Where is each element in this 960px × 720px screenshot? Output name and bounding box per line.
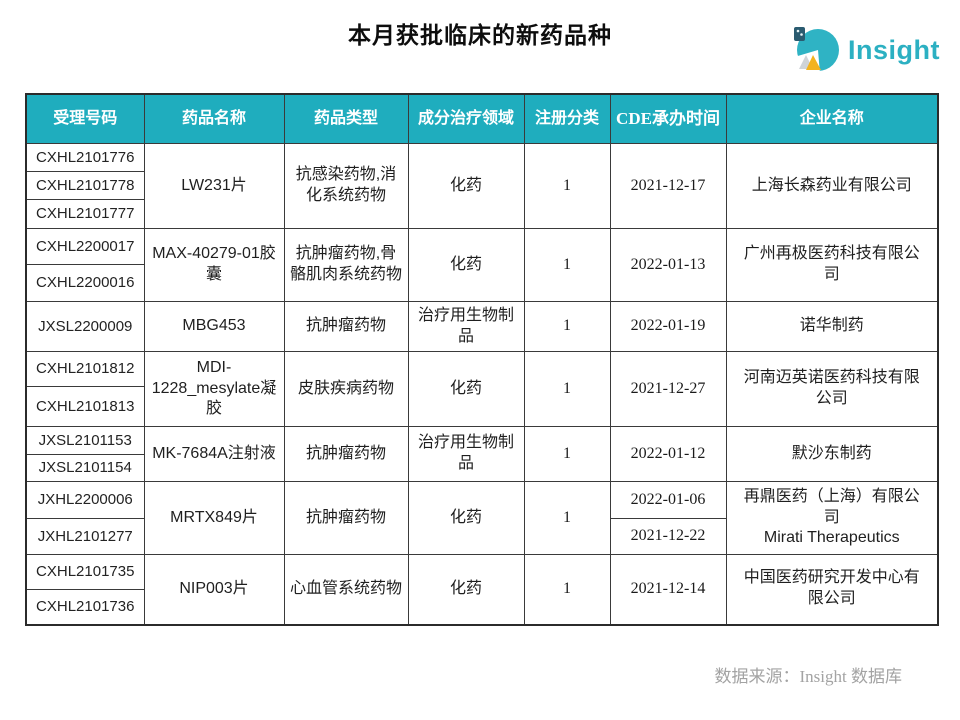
cell-drug-name: LW231片 bbox=[143, 143, 285, 229]
cell-cde-date: 2021-12-27 bbox=[609, 351, 727, 427]
cell-treatment-field: 治疗用生物制品 bbox=[407, 301, 525, 352]
cell-drug-type: 抗肿瘤药物,骨骼肌肉系统药物 bbox=[283, 228, 409, 302]
cell-company-name: 广州再极医药科技有限公司 bbox=[725, 228, 939, 302]
cell-registration-class: 1 bbox=[523, 228, 611, 302]
header-acceptance-number: 受理号码 bbox=[25, 93, 145, 144]
cell-cde-date: 2022-01-13 bbox=[609, 228, 727, 302]
cell-company-name: 再鼎医药（上海）有限公司 Mirati Therapeutics bbox=[725, 481, 939, 555]
cell-company-name: 诺华制药 bbox=[725, 301, 939, 352]
table-row: JXHL2101277 2021-12-22 bbox=[25, 518, 938, 555]
cell-acceptance-number: CXHL2101813 bbox=[25, 386, 145, 427]
cell-cde-date: 2021-12-17 bbox=[609, 143, 727, 229]
cell-registration-class: 1 bbox=[523, 301, 611, 352]
cell-treatment-field: 化药 bbox=[407, 351, 525, 427]
company-name-line: 再鼎医药（上海）有限公司 bbox=[743, 487, 920, 526]
cell-drug-name: MBG453 bbox=[143, 301, 285, 352]
cell-treatment-field: 化药 bbox=[407, 143, 525, 229]
table-row: CXHL2101813 bbox=[25, 386, 938, 427]
cell-treatment-field: 化药 bbox=[407, 481, 525, 555]
cell-cde-date: 2022-01-06 bbox=[609, 481, 727, 519]
cell-drug-name: MK-7684A注射液 bbox=[143, 426, 285, 482]
table-header-row: 受理号码 药品名称 药品类型 成分治疗领域 注册分类 CDE承办时间 企业名称 bbox=[25, 93, 939, 144]
table-row: CXHL2101735 NIP003片 心血管系统药物 化药 1 2021-12… bbox=[25, 554, 939, 625]
cell-acceptance-number: CXHL2101777 bbox=[25, 199, 145, 229]
header-treatment-field: 成分治疗领域 bbox=[407, 93, 525, 144]
approved-drugs-table: 受理号码 药品名称 药品类型 成分治疗领域 注册分类 CDE承办时间 企业名称 … bbox=[25, 93, 939, 626]
cell-company-name: 默沙东制药 bbox=[725, 426, 939, 482]
insight-logo-wordmark: Insight bbox=[848, 35, 940, 65]
cell-cde-date: 2022-01-12 bbox=[609, 426, 727, 482]
cell-drug-name: MRTX849片 bbox=[143, 481, 285, 555]
cell-registration-class: 1 bbox=[523, 554, 611, 625]
table-row: JXSL2101153 MK-7684A注射液 抗肿瘤药物 治疗用生物制品 1 … bbox=[25, 426, 939, 482]
cell-registration-class: 1 bbox=[523, 351, 611, 427]
table-row: JXSL2200009 MBG453 抗肿瘤药物 治疗用生物制品 1 2022-… bbox=[25, 301, 939, 352]
cell-treatment-field: 化药 bbox=[407, 554, 525, 625]
cell-drug-type: 抗感染药物,消化系统药物 bbox=[283, 143, 409, 229]
cell-company-name: 中国医药研究开发中心有限公司 bbox=[725, 554, 939, 625]
cell-acceptance-number: CXHL2101736 bbox=[25, 589, 145, 625]
table-row: CXHL2101777 bbox=[25, 199, 938, 229]
cell-registration-class: 1 bbox=[523, 481, 611, 555]
cell-acceptance-number: JXHL2200006 bbox=[25, 481, 145, 519]
cell-drug-name: NIP003片 bbox=[143, 554, 285, 625]
cell-acceptance-number: CXHL2101735 bbox=[25, 554, 145, 590]
header-drug-name: 药品名称 bbox=[143, 93, 285, 144]
cell-company-name: 河南迈英诺医药科技有限公司 bbox=[725, 351, 939, 427]
cell-registration-class: 1 bbox=[523, 426, 611, 482]
cell-drug-name: MDI-1228_mesylate凝胶 bbox=[143, 351, 285, 427]
cell-drug-type: 抗肿瘤药物 bbox=[283, 426, 409, 482]
table-row: CXHL2101736 bbox=[25, 589, 938, 625]
table-row: CXHL2101812 MDI-1228_mesylate凝胶 皮肤疾病药物 化… bbox=[25, 351, 939, 427]
header-cde-date: CDE承办时间 bbox=[609, 93, 727, 144]
cell-drug-type: 抗肿瘤药物 bbox=[283, 301, 409, 352]
cell-acceptance-number: CXHL2101776 bbox=[25, 143, 145, 172]
page-title: 本月获批临床的新药品种 bbox=[348, 22, 612, 48]
cell-acceptance-number: JXSL2200009 bbox=[25, 301, 145, 352]
cell-treatment-field: 化药 bbox=[407, 228, 525, 302]
table-row: CXHL2200017 MAX-40279-01胶囊 抗肿瘤药物,骨骼肌肉系统药… bbox=[25, 228, 939, 302]
cell-acceptance-number: CXHL2101812 bbox=[25, 351, 145, 387]
cell-treatment-field: 治疗用生物制品 bbox=[407, 426, 525, 482]
cell-registration-class: 1 bbox=[523, 143, 611, 229]
cell-company-name: 上海长森药业有限公司 bbox=[725, 143, 939, 229]
header-registration-class: 注册分类 bbox=[523, 93, 611, 144]
insight-logo: Insight bbox=[790, 22, 940, 79]
cell-acceptance-number: CXHL2200016 bbox=[25, 264, 145, 302]
cell-acceptance-number: CXHL2101778 bbox=[25, 171, 145, 200]
cell-acceptance-number: JXHL2101277 bbox=[25, 518, 145, 555]
table-row: CXHL2101776 LW231片 抗感染药物,消化系统药物 化药 1 202… bbox=[25, 143, 939, 229]
cell-drug-name: MAX-40279-01胶囊 bbox=[143, 228, 285, 302]
data-source-note: 数据来源：Insight 数据库 bbox=[714, 667, 902, 686]
cell-drug-type: 心血管系统药物 bbox=[283, 554, 409, 625]
cell-drug-type: 抗肿瘤药物 bbox=[283, 481, 409, 555]
cell-drug-type: 皮肤疾病药物 bbox=[283, 351, 409, 427]
company-name-line: Mirati Therapeutics bbox=[763, 529, 900, 547]
cell-cde-date: 2021-12-22 bbox=[609, 518, 727, 555]
insight-pie-logo-icon bbox=[790, 22, 842, 79]
header-drug-type: 药品类型 bbox=[283, 93, 409, 144]
cell-acceptance-number: JXSL2101154 bbox=[25, 454, 145, 482]
table-row: JXHL2200006 MRTX849片 抗肿瘤药物 化药 1 2022-01-… bbox=[25, 481, 939, 555]
cell-cde-date: 2021-12-14 bbox=[609, 554, 727, 625]
cell-acceptance-number: JXSL2101153 bbox=[25, 426, 145, 455]
cell-acceptance-number: CXHL2200017 bbox=[25, 228, 145, 265]
cell-cde-date: 2022-01-19 bbox=[609, 301, 727, 352]
header-company-name: 企业名称 bbox=[725, 93, 939, 144]
